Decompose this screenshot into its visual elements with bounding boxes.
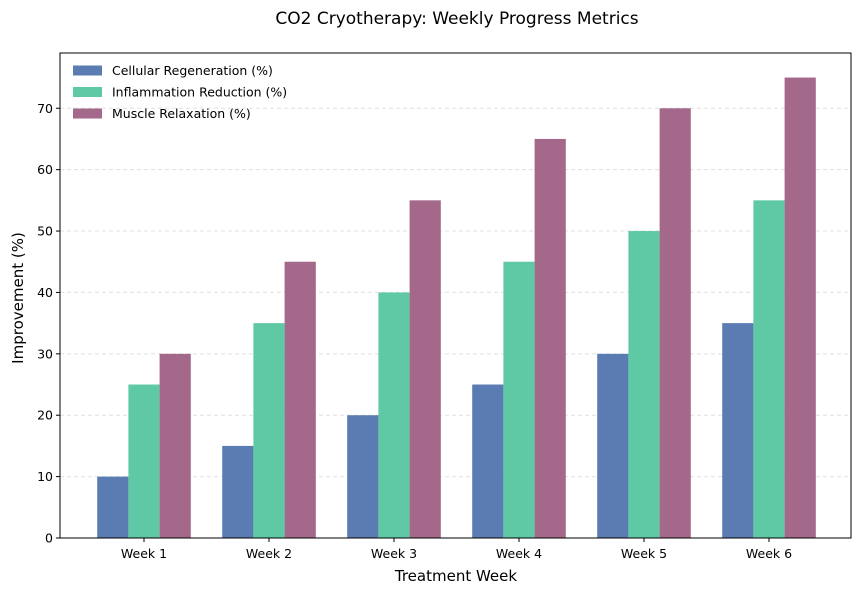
bar-1-2 [222,445,254,538]
bar-1-5 [597,353,629,538]
bar-1-1 [97,476,129,538]
legend-label-3: Muscle Relaxation (%) [112,106,251,121]
y-tick-label: 20 [37,408,53,423]
bar-2-3 [378,292,410,538]
y-tick-label: 70 [37,101,53,116]
legend-swatch-1 [73,65,102,76]
x-tick-label: Week 6 [746,546,792,561]
y-tick-label: 40 [37,285,53,300]
plot-frame [59,52,852,539]
x-axis: Week 1 Week 2 Week 3 Week 4 Week 5 Week 6 [121,538,792,561]
y-tick-label: 60 [37,162,53,177]
x-tick-label: Week 2 [246,546,292,561]
bar-3-5 [659,108,691,538]
y-axis: 0 10 20 30 40 50 60 70 [37,101,60,546]
bar-1-6 [722,323,754,538]
x-tick-label: Week 3 [371,546,417,561]
x-tick-label: Week 4 [496,546,542,561]
bar-1-3 [347,415,379,538]
legend: Cellular Regeneration (%) Inflammation Re… [73,63,287,121]
legend-swatch-3 [73,108,102,119]
legend-label-2: Inflammation Reduction (%) [112,85,287,100]
x-tick-label: Week 1 [121,546,167,561]
y-tick-label: 10 [37,469,53,484]
x-tick-label: Week 5 [621,546,667,561]
y-tick-label: 50 [37,224,53,239]
bar-1-4 [472,384,504,538]
x-axis-label: Treatment Week [394,567,518,585]
bar-2-6 [753,200,785,538]
legend-swatch-2 [73,87,102,97]
y-axis-label: Improvement (%) [9,232,27,364]
bar-2-5 [628,231,660,539]
bar-3-4 [534,138,566,538]
bar-2-2 [253,323,285,538]
bar-3-2 [284,261,316,538]
y-tick-label: 30 [37,346,53,361]
y-tick-label: 0 [45,531,53,546]
bar-2-1 [128,384,160,538]
bar-3-1 [159,353,191,538]
bar-3-6 [784,77,816,539]
bar-2-4 [503,261,535,538]
bar-3-3 [409,200,441,538]
gridlines [60,107,851,478]
bars [97,77,816,539]
legend-label-1: Cellular Regeneration (%) [112,63,273,78]
chart-title: CO2 Cryotherapy: Weekly Progress Metrics [275,9,638,29]
